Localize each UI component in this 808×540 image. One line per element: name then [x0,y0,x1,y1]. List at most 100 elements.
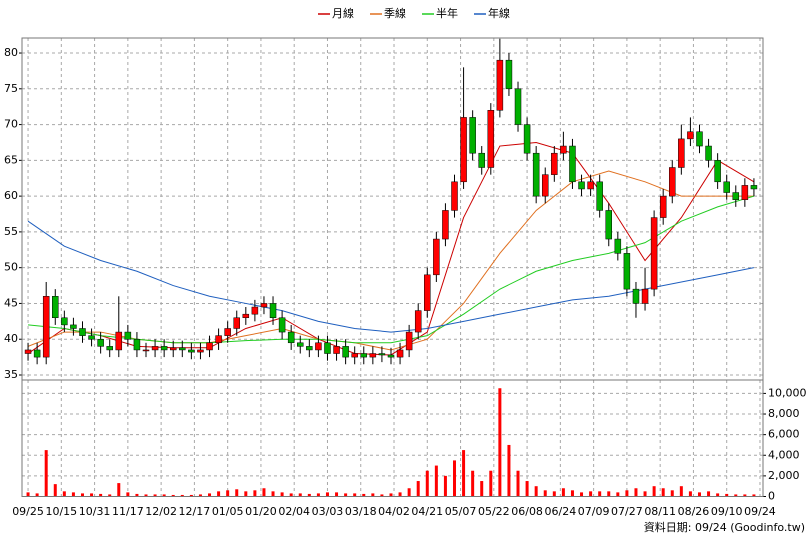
x-tick-label: 12/17 [179,505,211,518]
candle-body [197,349,204,353]
volume-bar [707,491,711,497]
volume-bar [507,444,511,497]
x-tick-label: 05/22 [478,505,510,518]
candle-body [650,217,658,290]
y-tick-label: 45 [4,296,18,309]
y2-tick-label: 10,000 [768,386,807,399]
candle-body [278,317,286,333]
candle-body [142,349,150,352]
candle-body [333,346,340,354]
y-tick-label: 60 [4,189,18,202]
volume-bar [480,481,484,497]
candle-body [106,346,113,351]
candle-body [433,238,440,276]
volume-frame [21,379,764,497]
y-tick-label: 80 [4,46,18,59]
candle-body [705,145,712,161]
volume-bar [262,488,266,497]
volume-bar [643,491,647,497]
candle-body [215,335,222,344]
volume-bar [353,493,357,497]
volume-bar [661,488,665,497]
candle-body [523,124,531,154]
candle-body [596,181,603,211]
candle-body [696,131,703,147]
x-tick-label: 02/04 [278,505,310,518]
candle-body [496,59,504,111]
legend-label: 年線 [488,6,510,20]
volume-bar [688,491,692,497]
candle-body [369,353,377,358]
candle-body [315,342,322,351]
volume-bar [153,494,157,497]
volume-bar [716,493,720,497]
candle-body [414,310,422,333]
volume-bar [389,493,393,497]
candle-body [251,306,259,315]
y-tick-label: 75 [4,82,18,95]
candle-body [641,288,649,304]
candle-body [750,185,758,190]
candle-body [487,110,495,168]
x-tick-label: 09/10 [711,505,743,518]
x-tick-label: 03/18 [345,505,377,518]
volume-bar [534,486,538,497]
volume-bar [543,490,547,497]
candle-body [351,353,358,358]
volume-bar [180,494,184,497]
candle-body [160,346,168,351]
x-tick-label: 09/25 [12,505,44,518]
volume-bar [625,490,629,497]
x-tick-label: 01/05 [212,505,244,518]
volume-bar [489,470,493,497]
volume-bar [725,493,729,497]
candle-body [115,331,123,351]
volume-bar [235,489,239,497]
y-tick-label: 35 [4,368,18,381]
x-tick-label: 08/11 [644,505,676,518]
volume-bar [443,475,447,497]
x-tick-label: 12/02 [145,505,177,518]
volume-bar [244,491,248,497]
legend-label: 季線 [384,6,406,20]
candle-body [659,195,667,218]
candle-body [179,347,186,351]
x-tick-label: 04/02 [378,505,410,518]
volume-bar [416,481,420,497]
y2-tick-label: 2,000 [768,469,800,482]
x-tick-label: 08/26 [678,505,710,518]
y-tick-label: 65 [4,153,18,166]
candle-body [378,353,386,356]
volume-bar [271,491,275,497]
x-tick-label: 11/17 [112,505,144,518]
volume-bar [697,492,701,497]
candle-body [605,210,613,240]
volume-bar [126,492,130,497]
candle-body [560,145,567,154]
volume-bar [217,491,221,497]
candle-body [632,288,640,304]
volume-bar [80,493,84,497]
volume-bar [598,491,602,497]
volume-bar [607,491,611,497]
volume-bar [634,488,638,497]
volume-bar [652,486,656,497]
candle-body [623,253,631,290]
candle-body [133,338,141,351]
y-tick-label: 40 [4,332,18,345]
x-tick-label: 03/03 [312,505,344,518]
volume-bar [198,494,202,497]
candle-body [741,185,749,200]
candle-body [324,342,331,354]
candle-body [451,181,458,211]
volume-bar [616,492,620,497]
volume-bar [171,494,175,497]
candle-body [714,160,721,183]
candle-body [569,145,576,183]
legend-label: 月線 [332,6,354,20]
volume-bar [498,388,502,497]
ma-line [27,195,755,344]
volume-bar [108,494,112,497]
